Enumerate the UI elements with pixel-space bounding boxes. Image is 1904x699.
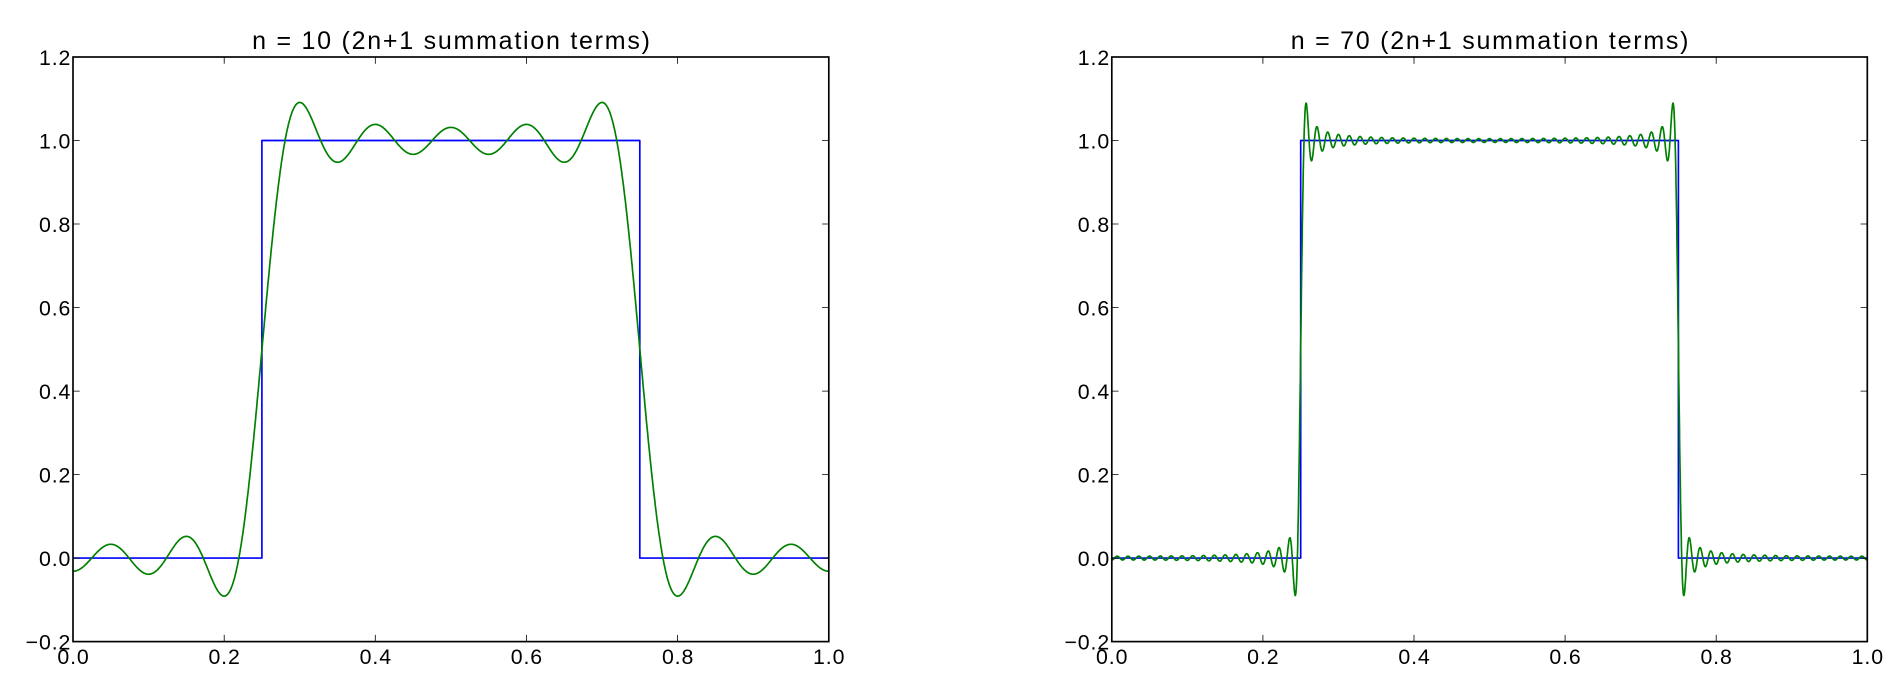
svg-text:−0.2: −0.2 <box>1064 631 1110 655</box>
svg-text:0.8: 0.8 <box>39 213 71 237</box>
svg-text:0.4: 0.4 <box>1078 380 1110 404</box>
svg-text:0.0: 0.0 <box>1078 547 1110 571</box>
svg-text:0.4: 0.4 <box>360 645 392 669</box>
svg-text:1.2: 1.2 <box>39 46 71 70</box>
svg-text:0.2: 0.2 <box>39 464 71 488</box>
svg-text:0.8: 0.8 <box>1078 213 1110 237</box>
svg-text:1.0: 1.0 <box>39 130 71 154</box>
svg-text:0.0: 0.0 <box>1096 645 1128 669</box>
svg-text:n = 70 (2n+1 summation terms): n = 70 (2n+1 summation terms) <box>1291 27 1691 55</box>
svg-text:1.0: 1.0 <box>813 645 845 669</box>
svg-text:1.0: 1.0 <box>1078 130 1110 154</box>
svg-text:1.2: 1.2 <box>1078 46 1110 70</box>
svg-text:0.6: 0.6 <box>511 645 543 669</box>
svg-text:0.4: 0.4 <box>39 380 71 404</box>
svg-text:0.2: 0.2 <box>1078 464 1110 488</box>
svg-text:0.0: 0.0 <box>57 645 89 669</box>
svg-text:0.6: 0.6 <box>1549 645 1581 669</box>
svg-text:0.6: 0.6 <box>1078 297 1110 321</box>
svg-text:0.4: 0.4 <box>1398 645 1430 669</box>
svg-text:n = 10 (2n+1 summation terms): n = 10 (2n+1 summation terms) <box>252 27 652 55</box>
svg-text:0.8: 0.8 <box>662 645 694 669</box>
svg-text:0.0: 0.0 <box>39 547 71 571</box>
svg-text:0.6: 0.6 <box>39 297 71 321</box>
svg-text:0.2: 0.2 <box>1247 645 1279 669</box>
svg-text:0.2: 0.2 <box>208 645 240 669</box>
svg-text:1.0: 1.0 <box>1852 645 1884 669</box>
svg-text:0.8: 0.8 <box>1700 645 1732 669</box>
svg-text:−0.2: −0.2 <box>26 631 72 655</box>
